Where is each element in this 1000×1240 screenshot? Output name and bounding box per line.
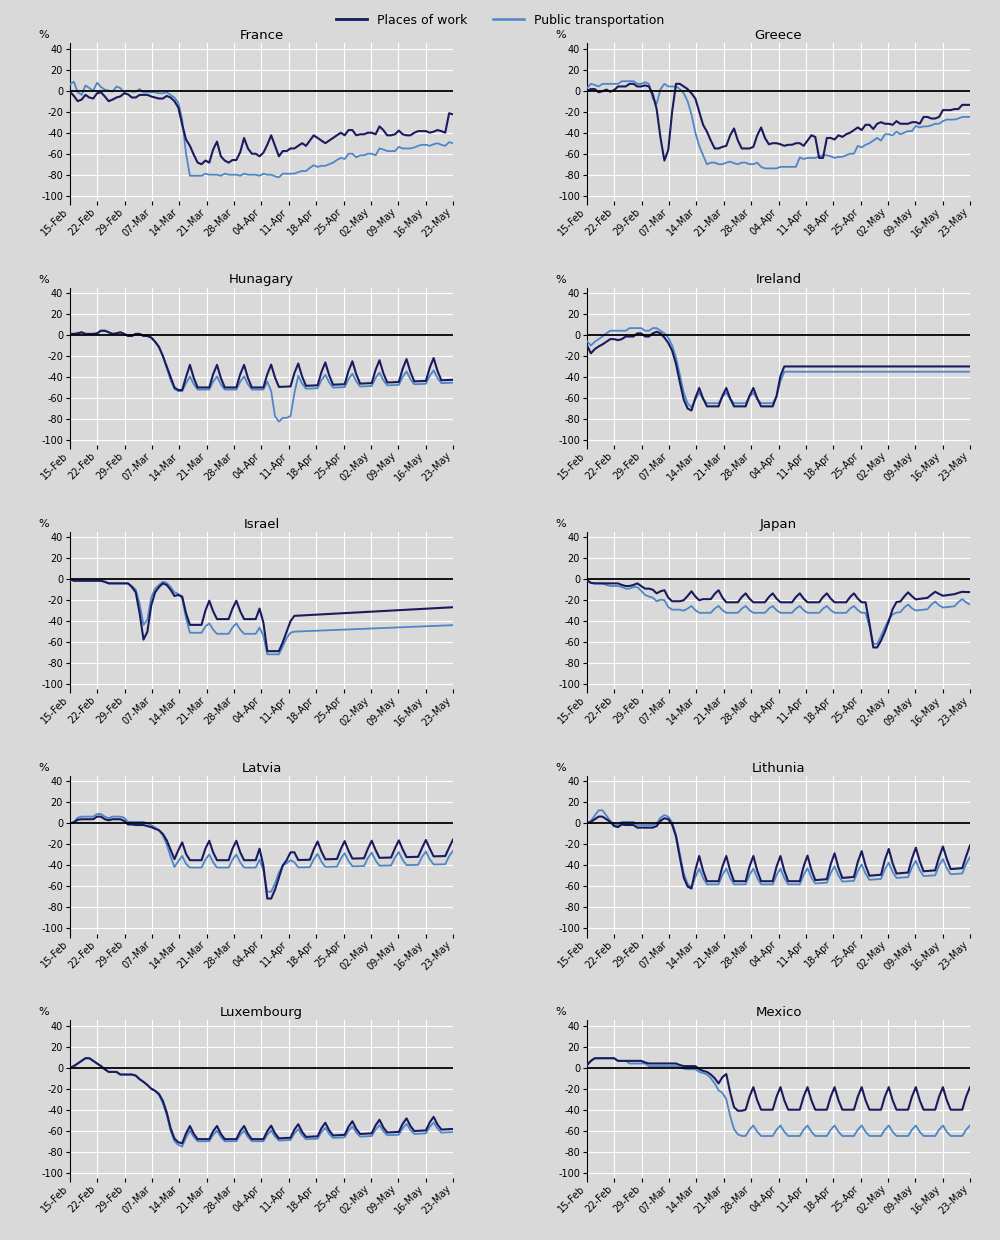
Text: %: % — [555, 518, 566, 528]
Title: Mexico: Mexico — [755, 1006, 802, 1019]
Title: Japan: Japan — [760, 518, 797, 531]
Title: Latvia: Latvia — [241, 763, 282, 775]
Text: %: % — [555, 763, 566, 773]
Text: %: % — [555, 274, 566, 284]
Title: Israel: Israel — [243, 518, 280, 531]
Text: %: % — [555, 30, 566, 40]
Text: %: % — [38, 30, 49, 40]
Title: Luxembourg: Luxembourg — [220, 1006, 303, 1019]
Text: %: % — [38, 518, 49, 528]
Title: Ireland: Ireland — [755, 274, 802, 286]
Text: %: % — [38, 763, 49, 773]
Title: Greece: Greece — [755, 30, 802, 42]
Legend: Places of work, Public transportation: Places of work, Public transportation — [331, 9, 669, 32]
Text: %: % — [38, 1007, 49, 1017]
Title: Hunagary: Hunagary — [229, 274, 294, 286]
Title: France: France — [239, 30, 284, 42]
Text: %: % — [555, 1007, 566, 1017]
Text: %: % — [38, 274, 49, 284]
Title: Lithunia: Lithunia — [752, 763, 805, 775]
